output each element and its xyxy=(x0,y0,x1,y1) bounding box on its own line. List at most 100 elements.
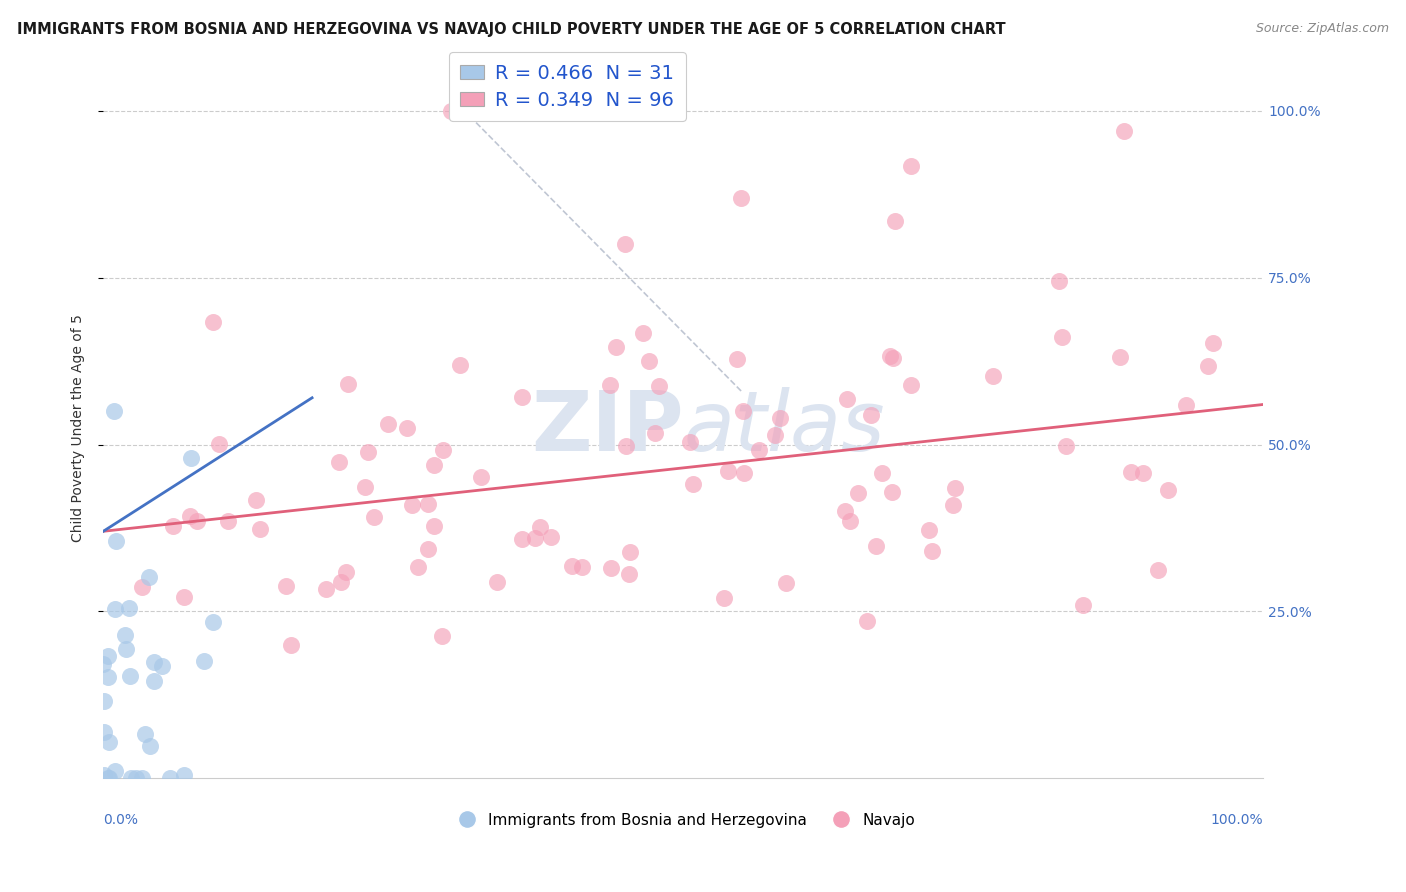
Point xyxy=(150,659,173,673)
Point xyxy=(1052,330,1074,344)
Point xyxy=(202,315,225,329)
Point xyxy=(118,600,141,615)
Point xyxy=(571,560,593,574)
Point xyxy=(648,379,671,393)
Point xyxy=(561,559,583,574)
Text: Source: ZipAtlas.com: Source: ZipAtlas.com xyxy=(1256,22,1389,36)
Point xyxy=(120,771,142,785)
Point xyxy=(328,454,350,468)
Point xyxy=(134,727,156,741)
Point xyxy=(1175,398,1198,412)
Point xyxy=(98,734,121,748)
Point xyxy=(730,190,752,204)
Point xyxy=(357,445,380,459)
Point xyxy=(173,590,195,604)
Point xyxy=(423,519,446,533)
Point xyxy=(860,408,883,422)
Point xyxy=(201,615,224,630)
Point xyxy=(105,533,128,548)
Point xyxy=(180,450,202,465)
Point xyxy=(879,349,901,363)
Point xyxy=(104,764,127,779)
Point xyxy=(143,655,166,669)
Point xyxy=(337,376,360,391)
Text: 0.0%: 0.0% xyxy=(103,814,138,827)
Point xyxy=(1047,274,1070,288)
Point xyxy=(678,435,700,450)
Point xyxy=(870,466,893,480)
Point xyxy=(335,565,357,579)
Point xyxy=(245,492,267,507)
Point xyxy=(529,519,551,533)
Point xyxy=(921,544,943,558)
Point xyxy=(115,642,138,657)
Point xyxy=(97,648,120,663)
Point xyxy=(599,378,621,392)
Point xyxy=(125,771,148,785)
Point xyxy=(883,214,905,228)
Point xyxy=(1146,563,1168,577)
Point xyxy=(882,485,904,500)
Point xyxy=(733,466,755,480)
Point xyxy=(93,768,115,782)
Point xyxy=(855,614,877,628)
Point xyxy=(97,771,120,785)
Point xyxy=(131,580,153,594)
Point xyxy=(1157,483,1180,498)
Point xyxy=(605,340,627,354)
Point xyxy=(981,368,1004,383)
Point xyxy=(486,574,509,589)
Point xyxy=(839,514,862,528)
Point xyxy=(834,504,856,518)
Point xyxy=(748,443,770,458)
Point xyxy=(846,486,869,500)
Point xyxy=(882,351,904,366)
Point xyxy=(1056,438,1078,452)
Point xyxy=(98,771,121,785)
Point xyxy=(865,539,887,553)
Point xyxy=(249,522,271,536)
Point xyxy=(401,498,423,512)
Point xyxy=(162,519,184,533)
Point xyxy=(1119,466,1142,480)
Point xyxy=(159,771,181,785)
Point xyxy=(217,514,239,528)
Point xyxy=(93,657,115,671)
Point xyxy=(619,544,641,558)
Point xyxy=(713,591,735,605)
Point xyxy=(510,391,533,405)
Point xyxy=(193,655,215,669)
Point xyxy=(614,237,637,252)
Point xyxy=(599,560,621,574)
Point xyxy=(725,351,748,366)
Y-axis label: Child Poverty Under the Age of 5: Child Poverty Under the Age of 5 xyxy=(72,314,86,541)
Point xyxy=(131,771,153,785)
Point xyxy=(900,159,922,173)
Text: 100.0%: 100.0% xyxy=(1211,814,1263,827)
Point xyxy=(353,480,375,494)
Point xyxy=(103,404,125,418)
Point xyxy=(631,326,654,341)
Point xyxy=(440,103,463,118)
Point xyxy=(616,438,638,452)
Point xyxy=(512,533,534,547)
Point xyxy=(138,570,160,584)
Point xyxy=(717,464,740,478)
Point xyxy=(1202,336,1225,351)
Point xyxy=(1108,350,1130,364)
Point xyxy=(432,442,454,457)
Point xyxy=(139,739,162,753)
Point xyxy=(1132,467,1154,481)
Point xyxy=(406,560,429,574)
Point xyxy=(449,358,471,372)
Point xyxy=(1071,598,1094,612)
Point xyxy=(769,411,792,425)
Point xyxy=(540,530,562,544)
Point xyxy=(280,638,302,652)
Point xyxy=(97,670,120,684)
Point xyxy=(377,417,399,432)
Point xyxy=(118,669,141,683)
Point xyxy=(918,523,941,537)
Point xyxy=(423,458,446,473)
Text: IMMIGRANTS FROM BOSNIA AND HERZEGOVINA VS NAVAJO CHILD POVERTY UNDER THE AGE OF : IMMIGRANTS FROM BOSNIA AND HERZEGOVINA V… xyxy=(17,22,1005,37)
